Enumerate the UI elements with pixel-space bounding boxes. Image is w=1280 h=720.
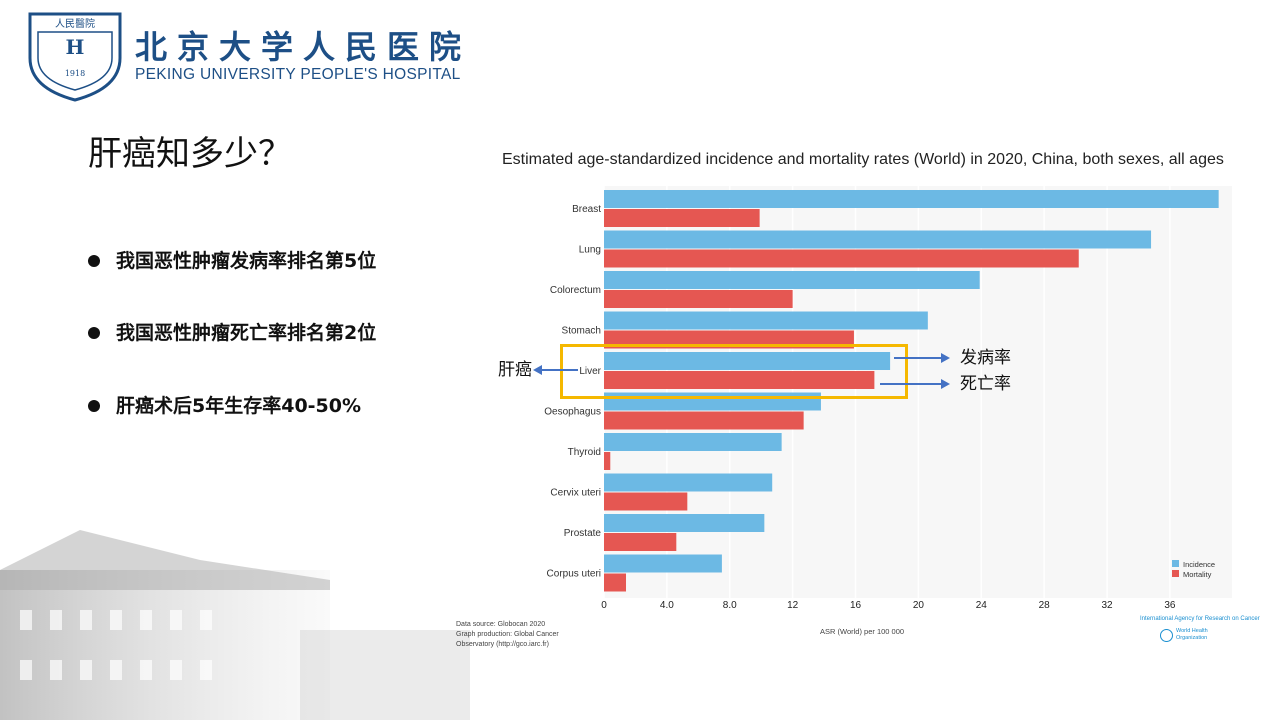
bullet-item: 我国恶性肿瘤死亡率排名第2位 xyxy=(88,320,376,346)
x-tick-label: 28 xyxy=(1039,600,1051,611)
category-label: Thyroid xyxy=(568,447,601,458)
bar-incidence-colorectum xyxy=(604,271,980,289)
footnote-line: Data source: Globocan 2020 xyxy=(456,621,546,628)
footnote-line: Observatory (http://gco.iarc.fr) xyxy=(456,641,549,648)
x-tick-label: 12 xyxy=(787,600,799,611)
legend-swatch xyxy=(1172,560,1179,567)
liver-highlight-box xyxy=(560,344,908,399)
bullet-dot-icon xyxy=(88,255,100,267)
bar-mortality-thyroid xyxy=(604,452,611,470)
x-tick-label: 32 xyxy=(1101,600,1113,611)
bar-incidence-lung xyxy=(604,230,1152,249)
category-label: Lung xyxy=(579,245,601,256)
legend-swatch xyxy=(1172,570,1179,577)
bar-mortality-liver xyxy=(604,371,875,389)
bar-incidence-corpus-uteri xyxy=(604,554,722,573)
hospital-building-image xyxy=(0,530,470,720)
who-logo-icon xyxy=(1160,628,1173,642)
bar-mortality-lung xyxy=(604,249,1079,268)
bullet-text: 我国恶性肿瘤发病率排名第5位 xyxy=(116,250,377,272)
bar-mortality-breast xyxy=(604,209,760,227)
hospital-seal-logo: 人民醫院 H 1918 xyxy=(28,12,122,102)
x-tick-label: 16 xyxy=(850,600,862,611)
category-label: Prostate xyxy=(564,528,602,539)
svg-text:1918: 1918 xyxy=(65,69,85,78)
legend-label: Incidence xyxy=(1183,560,1215,569)
bar-incidence-thyroid xyxy=(604,433,782,451)
category-label: Cervix uteri xyxy=(550,488,601,499)
bar-incidence-liver xyxy=(604,352,891,370)
x-tick-label: 8.0 xyxy=(723,600,737,611)
x-tick-label: 4.0 xyxy=(660,600,674,611)
bar-mortality-oesophagus xyxy=(604,411,804,430)
svg-text:人民醫院: 人民醫院 xyxy=(55,17,95,30)
footnote-line: Graph production: Global Cancer xyxy=(456,631,559,638)
incidence-cn-label: 发病率 xyxy=(960,348,1011,368)
iarc-credit: International Agency for Research on Can… xyxy=(1140,616,1260,622)
arrow-right-icon xyxy=(894,353,950,363)
x-axis-label: ASR (World) per 100 000 xyxy=(820,627,905,636)
bar-incidence-stomach xyxy=(604,311,928,330)
bar-incidence-breast xyxy=(604,190,1219,208)
category-label: Colorectum xyxy=(550,285,601,296)
bullet-item: 肝癌术后5年生存率40-50% xyxy=(88,393,361,419)
bullet-dot-icon xyxy=(88,400,100,412)
arrow-right-icon xyxy=(880,379,950,389)
hospital-name-cn: 北京大学人民医院 xyxy=(135,28,472,66)
x-tick-label: 0 xyxy=(601,600,607,611)
bar-mortality-corpus-uteri xyxy=(604,573,627,592)
mortality-cn-label: 死亡率 xyxy=(960,374,1011,394)
x-tick-label: 20 xyxy=(913,600,925,611)
bullet-text: 我国恶性肿瘤死亡率排名第2位 xyxy=(116,322,377,344)
x-tick-label: 24 xyxy=(976,600,988,611)
who-credit: World Health Organization xyxy=(1160,628,1236,642)
category-label: Oesophagus xyxy=(544,407,601,418)
chart-title: Estimated age-standardized incidence and… xyxy=(502,151,1224,168)
bullet-dot-icon xyxy=(88,327,100,339)
bullet-text: 肝癌术后5年生存率40-50% xyxy=(116,395,362,417)
legend-label: Mortality xyxy=(1183,570,1212,579)
bar-mortality-prostate xyxy=(604,533,677,551)
slide-title: 肝癌知多少？ xyxy=(88,134,292,174)
who-text: World Health Organization xyxy=(1176,628,1208,641)
svg-text:H: H xyxy=(66,35,85,59)
bar-mortality-colorectum xyxy=(604,290,793,308)
bar-mortality-cervix-uteri xyxy=(604,492,688,511)
category-label: Stomach xyxy=(562,326,601,337)
hospital-name-en: PEKING UNIVERSITY PEOPLE'S HOSPITAL xyxy=(135,66,461,83)
category-label: Liver xyxy=(579,366,601,377)
liver-cn-label: 肝癌 xyxy=(498,360,532,380)
arrow-left-icon xyxy=(533,365,578,375)
bar-incidence-cervix-uteri xyxy=(604,473,773,492)
x-tick-label: 36 xyxy=(1164,600,1176,611)
bar-chart: 0 4.0 8.0 12 16 20 24 28 32 36 Breast Lung Colorectu… xyxy=(544,186,1232,611)
category-label: Breast xyxy=(572,204,601,215)
chart-footnote: Data source: Globocan 2020 Graph product… xyxy=(456,620,559,650)
bar-incidence-prostate xyxy=(604,514,765,532)
bullet-item: 我国恶性肿瘤发病率排名第5位 xyxy=(88,248,376,274)
category-label: Corpus uteri xyxy=(547,569,601,580)
